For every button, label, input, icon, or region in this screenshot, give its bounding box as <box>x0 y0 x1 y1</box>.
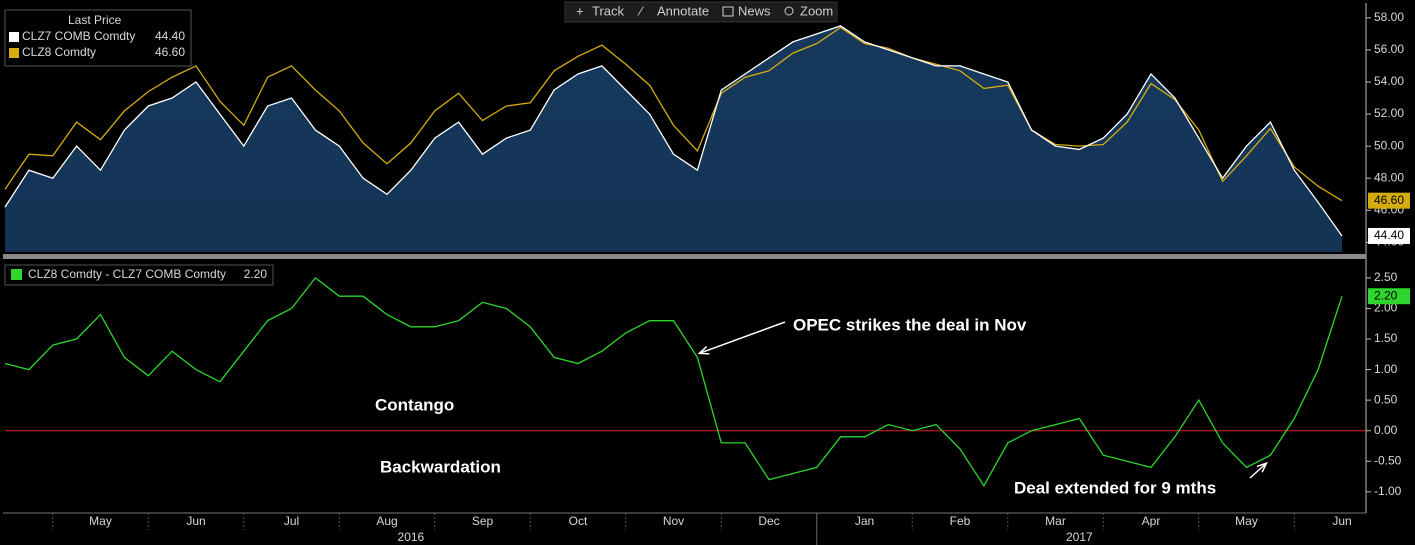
line <box>4 25 1343 237</box>
annotation: Contango <box>375 395 454 414</box>
annotation: Deal extended for 9 mths <box>1014 478 1216 497</box>
toolbar-icon: + <box>576 3 584 18</box>
toolbar-button[interactable]: Track <box>592 3 625 18</box>
legend-value: 2.20 <box>244 267 268 281</box>
legend-value: 44.40 <box>155 29 185 43</box>
last-value-tag <box>1368 288 1410 305</box>
y-tick-label: 1.00 <box>1374 362 1398 376</box>
toolbar-bg <box>564 1 838 23</box>
y-tick-label: -1.00 <box>1374 484 1402 498</box>
x-tick-label: May <box>89 514 112 528</box>
panel-separator <box>3 254 1366 259</box>
toolbar-icon: ∕ <box>637 3 644 18</box>
y-tick-label: -0.50 <box>1374 453 1402 467</box>
x-tick-label: Feb <box>950 514 971 528</box>
last-value-label: 2.20 <box>1374 288 1398 302</box>
y-tick-label: 58.00 <box>1374 10 1404 24</box>
toolbar-button[interactable]: Annotate <box>657 3 709 18</box>
x-tick-label: Aug <box>376 514 397 528</box>
x-tick-label: Jan <box>855 514 874 528</box>
y-tick-label: 52.00 <box>1374 106 1404 120</box>
legend-swatch <box>9 48 19 58</box>
y-tick-label: 1.50 <box>1374 331 1398 345</box>
last-value-label: 44.40 <box>1374 228 1404 242</box>
y-tick-label: 0.00 <box>1374 423 1398 437</box>
toolbar: Track Annotate News Zoom + ∕ <box>564 1 838 23</box>
toolbar-icon <box>784 6 794 16</box>
x-tick-label: Dec <box>758 514 779 528</box>
legend-swatch <box>9 32 19 42</box>
x-tick-label: Jun <box>1332 514 1351 528</box>
y-tick-label: 0.50 <box>1374 392 1398 406</box>
toolbar-button[interactable]: Zoom <box>800 3 833 18</box>
x-group-label: 2017 <box>1066 530 1093 544</box>
x-tick-label: May <box>1235 514 1258 528</box>
x-group-label: 2016 <box>398 530 425 544</box>
annotation: OPEC strikes the deal in Nov <box>793 315 1027 334</box>
annotation-arrowhead <box>697 345 710 355</box>
last-value-label: 46.60 <box>1374 193 1404 207</box>
toolbar-icon <box>722 6 734 17</box>
legend-label: CLZ8 Comdty - CLZ7 COMB Comdty <box>28 267 226 281</box>
annotation: Backwardation <box>380 457 501 476</box>
x-tick-label: Sep <box>472 514 494 528</box>
legend-value: 46.60 <box>155 45 185 59</box>
last-value-tag <box>1368 192 1410 209</box>
toolbar-button[interactable]: News <box>738 3 771 18</box>
legend-box <box>4 9 192 67</box>
line <box>4 26 1343 202</box>
annotation-arrowhead <box>1256 461 1268 473</box>
x-tick-label: Nov <box>663 514 684 528</box>
y-tick-label: 54.00 <box>1374 74 1404 88</box>
legend-box <box>4 264 274 286</box>
x-tick-label: Mar <box>1045 514 1066 528</box>
y-tick-label: 56.00 <box>1374 42 1404 56</box>
x-tick-label: Oct <box>569 514 588 528</box>
x-tick-label: Apr <box>1142 514 1161 528</box>
last-value-tag <box>1368 227 1410 244</box>
legend-title: Last Price <box>68 13 122 27</box>
annotation-arrow <box>1249 462 1267 479</box>
y-tick-label: 50.00 <box>1374 138 1404 152</box>
legend-label: CLZ7 COMB Comdty <box>22 29 135 43</box>
x-tick-label: Jul <box>284 514 299 528</box>
x-tick-label: Jun <box>186 514 205 528</box>
y-tick-label: 48.00 <box>1374 170 1404 184</box>
line <box>4 276 1343 487</box>
y-tick-label: 2.50 <box>1374 270 1398 284</box>
legend-swatch <box>11 269 22 280</box>
annotation-arrow <box>699 321 786 355</box>
legend-label: CLZ8 Comdty <box>22 45 96 59</box>
